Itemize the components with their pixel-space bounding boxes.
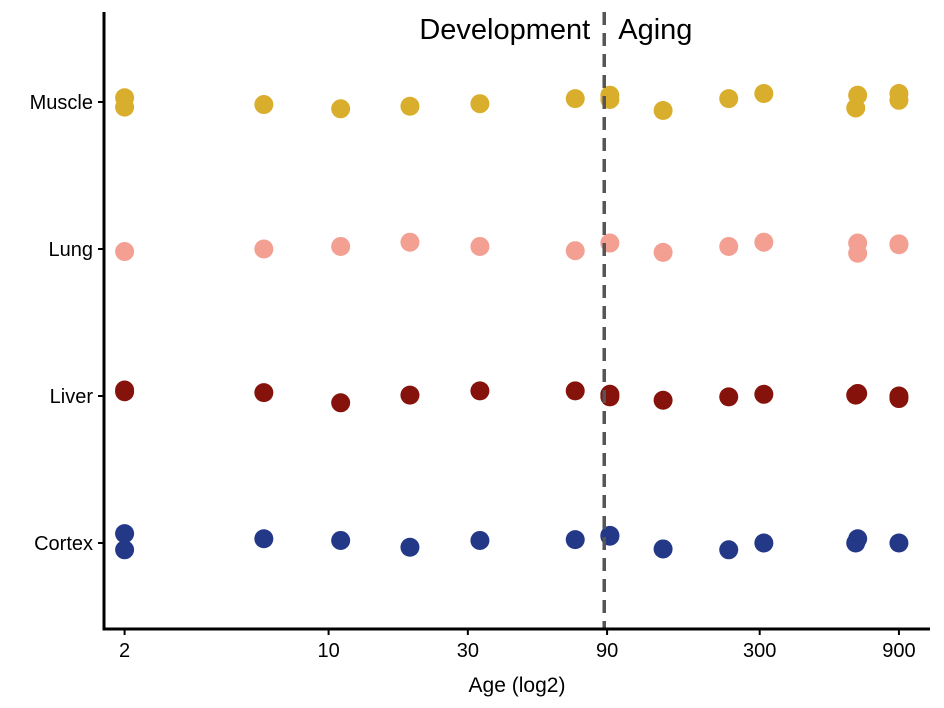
point-liver-6 xyxy=(565,381,585,401)
point-liver-1 xyxy=(115,382,135,402)
point-muscle-15 xyxy=(889,90,909,110)
point-lung-3 xyxy=(400,232,420,252)
point-liver-13 xyxy=(846,385,866,405)
point-muscle-1 xyxy=(115,97,135,117)
point-lung-0 xyxy=(115,242,135,262)
aging-label: Aging xyxy=(618,14,692,46)
point-cortex-5 xyxy=(470,530,490,550)
x-tick-label-10: 10 xyxy=(317,640,339,662)
point-lung-13 xyxy=(889,235,909,255)
x-tick-label-90: 90 xyxy=(596,640,618,662)
point-lung-1 xyxy=(254,239,274,259)
point-cortex-4 xyxy=(400,537,420,557)
point-lung-2 xyxy=(331,236,351,256)
y-tick-label-liver: Liver xyxy=(50,386,94,408)
point-liver-3 xyxy=(331,393,351,413)
point-muscle-9 xyxy=(653,101,673,120)
point-cortex-10 xyxy=(719,540,739,560)
point-muscle-4 xyxy=(400,96,420,116)
y-axis: Cortex Liver Lung Muscle xyxy=(30,92,104,555)
y-tick-label-cortex: Cortex xyxy=(34,533,93,555)
y-tick-label-muscle: Muscle xyxy=(30,92,93,114)
x-tick-label-30: 30 xyxy=(457,640,479,662)
point-cortex-1 xyxy=(115,540,135,560)
point-muscle-3 xyxy=(331,99,351,119)
point-liver-11 xyxy=(754,384,774,404)
development-label: Development xyxy=(419,14,590,46)
point-liver-15 xyxy=(889,389,909,409)
point-muscle-2 xyxy=(254,95,274,115)
point-liver-10 xyxy=(719,387,739,407)
point-liver-2 xyxy=(254,383,274,403)
point-liver-9 xyxy=(653,390,673,410)
x-tick-label-300: 300 xyxy=(743,640,776,662)
x-tick-label-900: 900 xyxy=(882,640,915,662)
point-muscle-6 xyxy=(565,89,585,109)
point-cortex-9 xyxy=(653,539,673,559)
point-cortex-2 xyxy=(254,529,274,549)
point-lung-5 xyxy=(565,241,585,261)
point-muscle-13 xyxy=(846,98,866,118)
point-muscle-11 xyxy=(754,84,774,103)
point-cortex-11 xyxy=(754,533,774,553)
point-muscle-5 xyxy=(470,94,490,114)
point-liver-5 xyxy=(470,381,490,401)
point-cortex-6 xyxy=(565,530,585,550)
point-cortex-14 xyxy=(889,533,909,553)
points-layer xyxy=(115,84,909,560)
point-muscle-10 xyxy=(719,89,739,109)
point-cortex-13 xyxy=(846,533,866,553)
y-tick-label-lung: Lung xyxy=(49,239,94,261)
point-lung-4 xyxy=(470,236,490,256)
point-lung-7 xyxy=(653,242,673,262)
point-liver-4 xyxy=(400,385,420,405)
point-cortex-0 xyxy=(115,524,135,544)
x-axis-title: Age (log2) xyxy=(469,674,566,697)
point-cortex-3 xyxy=(331,530,351,550)
x-tick-label-2: 2 xyxy=(119,640,130,662)
point-lung-11 xyxy=(848,243,868,263)
point-lung-8 xyxy=(719,236,739,256)
x-axis: 2 10 30 90 300 900 xyxy=(119,629,916,662)
point-lung-9 xyxy=(754,232,774,252)
